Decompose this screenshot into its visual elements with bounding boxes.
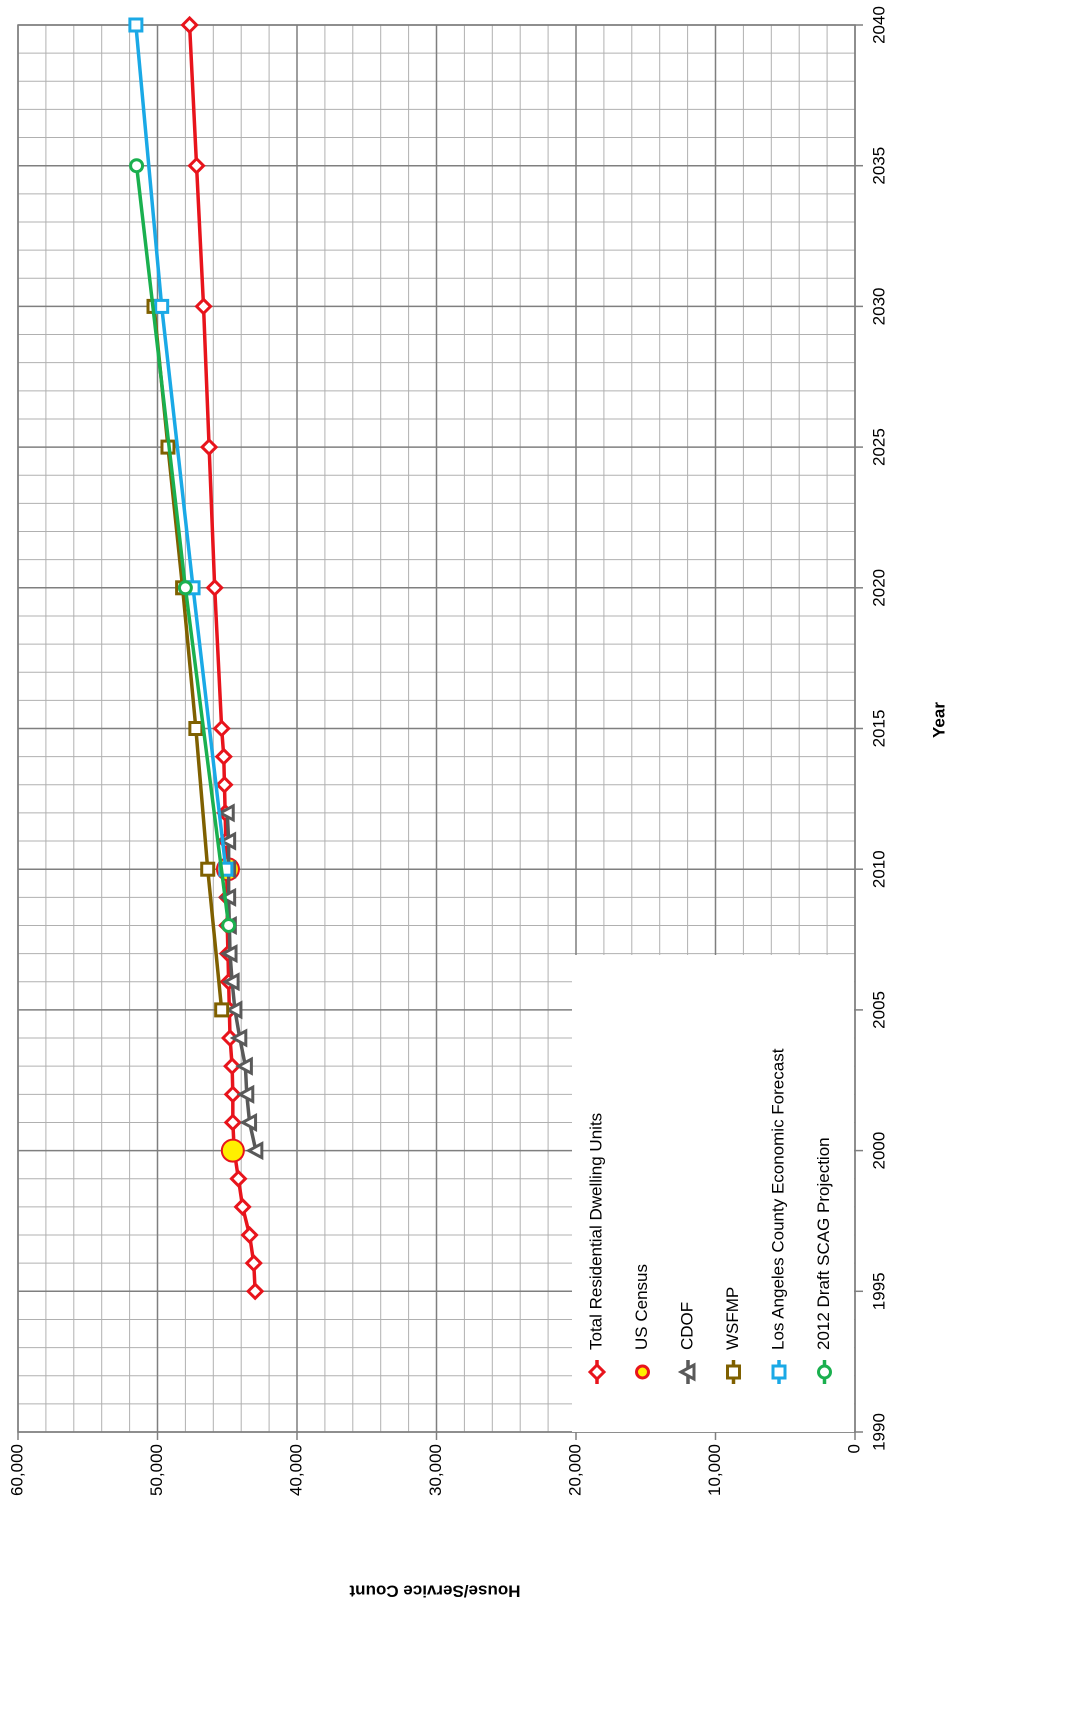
point	[240, 1225, 259, 1245]
x-tick-label: 1990	[869, 1413, 888, 1451]
point	[187, 156, 206, 175]
point	[221, 917, 237, 933]
point	[235, 1056, 253, 1076]
point	[221, 972, 240, 992]
legend-label: Los Angeles County Economic Forecast	[768, 1048, 787, 1350]
series-line	[134, 24, 228, 870]
x-tick-label: 2035	[869, 147, 888, 185]
point	[200, 861, 216, 877]
point	[199, 437, 219, 457]
x-tick-label: 2025	[869, 428, 888, 466]
point	[180, 15, 199, 35]
legend-marker	[677, 1362, 696, 1382]
y-tick-label: 40,000	[286, 1444, 305, 1496]
x-tick-label: 2030	[869, 287, 888, 325]
point	[214, 747, 233, 766]
legend-marker	[726, 1364, 741, 1380]
point	[154, 298, 170, 314]
point	[245, 1141, 264, 1161]
point	[233, 1197, 252, 1217]
x-tick-label: 2010	[869, 850, 888, 888]
x-axis-title: Year	[929, 702, 948, 738]
x-tick-label: 1995	[869, 1272, 888, 1310]
point	[129, 158, 145, 174]
point	[177, 580, 193, 596]
point	[220, 1138, 245, 1163]
point	[239, 1112, 258, 1132]
x-tick-label: 2020	[869, 569, 888, 607]
y-tick-label: 50,000	[147, 1444, 166, 1496]
point	[205, 578, 224, 597]
legend-label: WSFMP	[723, 1287, 742, 1350]
point	[244, 1254, 263, 1273]
point	[212, 719, 231, 738]
legend-box	[572, 955, 854, 1432]
point	[214, 1002, 230, 1018]
point	[224, 1000, 243, 1020]
point	[236, 1084, 255, 1104]
y-tick-label: 20,000	[565, 1444, 584, 1496]
y-tick-label: 0	[844, 1444, 863, 1453]
point	[188, 721, 204, 736]
y-tick-label: 60,000	[7, 1444, 26, 1496]
plot-frame	[17, 24, 856, 1433]
y-tick-label: 30,000	[426, 1444, 445, 1496]
legend-marker	[771, 1364, 787, 1380]
point	[219, 944, 238, 964]
y-tick-label: 10,000	[705, 1444, 724, 1496]
point	[218, 831, 237, 851]
legend-label: CDOF	[677, 1302, 696, 1350]
x-tick-label: 2040	[869, 6, 888, 44]
y-axis-title: House/Service Count	[349, 1582, 520, 1601]
legend-marker	[635, 1364, 650, 1380]
legend-label: Total Residential Dwelling Units	[586, 1113, 605, 1350]
point	[246, 1282, 265, 1301]
legend-label: US Census	[632, 1264, 651, 1350]
point	[194, 297, 213, 316]
x-tick-label: 2005	[869, 991, 888, 1029]
point	[229, 1169, 248, 1188]
x-tick-label: 2000	[869, 1132, 888, 1170]
point	[218, 887, 237, 907]
point	[229, 1028, 248, 1048]
legend-label: 2012 Draft SCAG Projection	[814, 1137, 833, 1350]
point	[217, 803, 235, 823]
point	[215, 775, 234, 794]
legend-marker	[587, 1362, 607, 1382]
point	[128, 17, 144, 33]
x-tick-label: 2015	[869, 710, 888, 748]
legend-marker	[817, 1364, 832, 1380]
